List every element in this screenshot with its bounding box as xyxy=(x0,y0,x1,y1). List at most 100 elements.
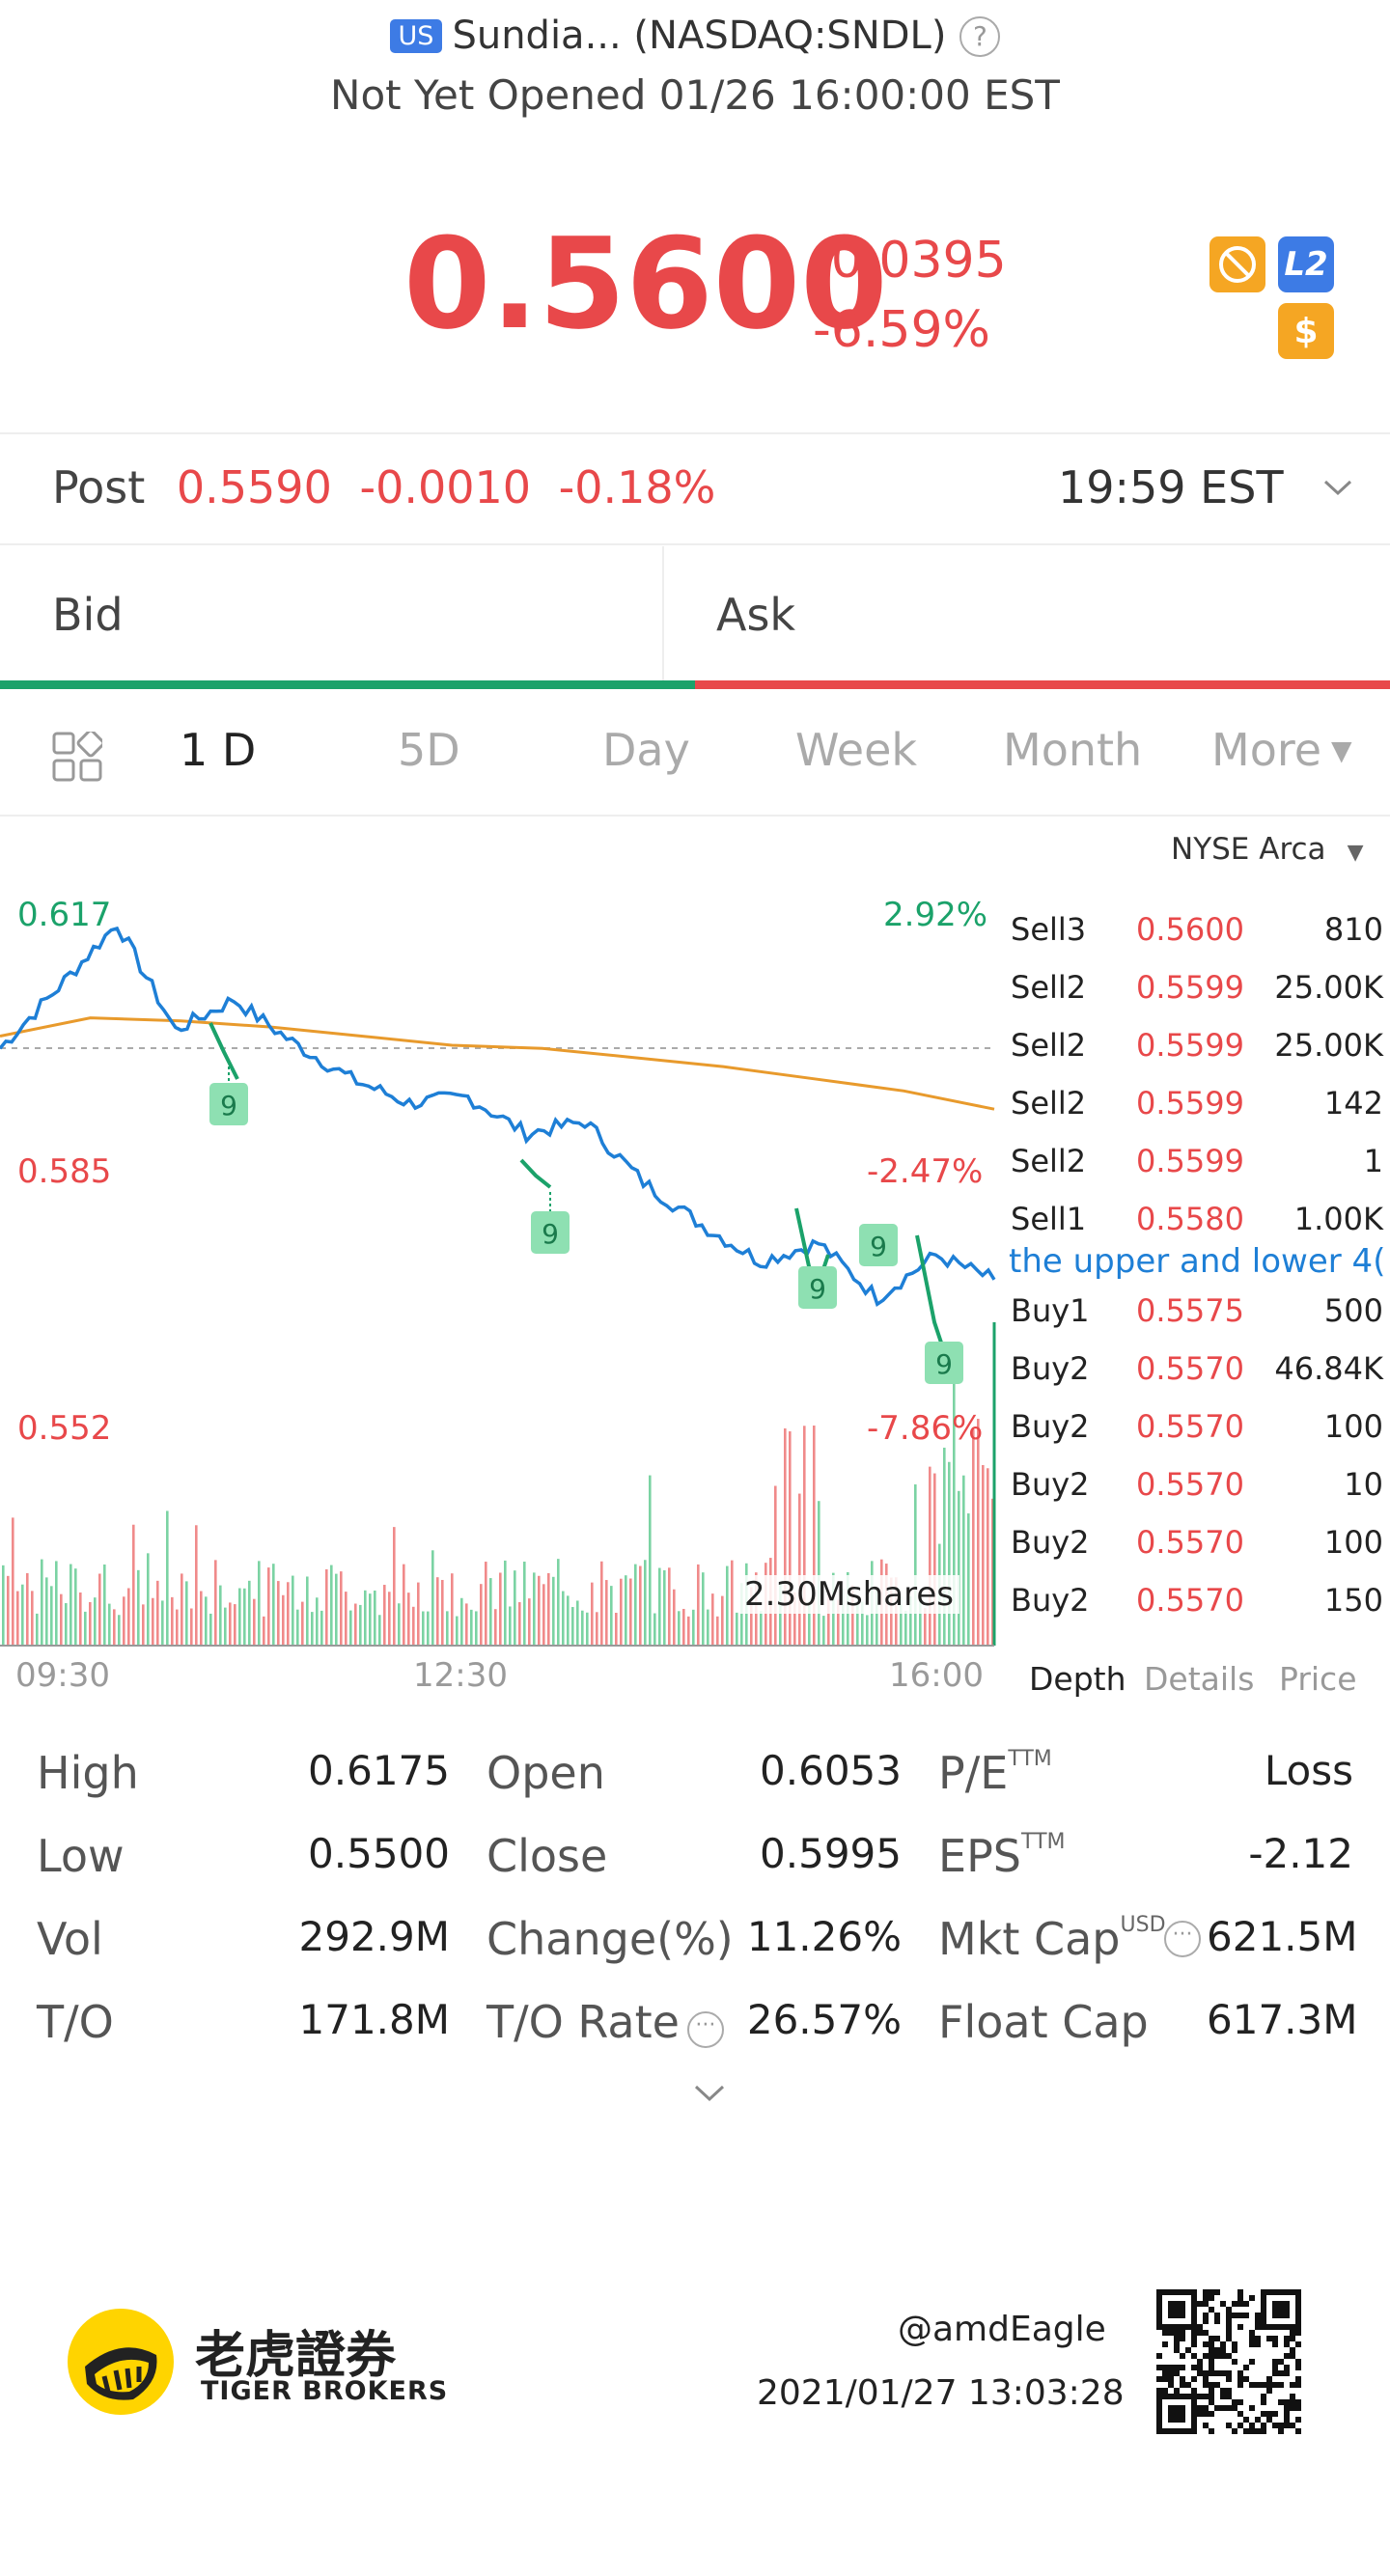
stat-sup: TTM xyxy=(1008,1747,1052,1771)
volume-bar xyxy=(653,1613,656,1646)
volume-bar xyxy=(962,1475,965,1646)
volume-bar xyxy=(634,1564,637,1646)
qr-module xyxy=(1255,2341,1261,2347)
signal-marker xyxy=(531,1211,570,1254)
qr-module xyxy=(1220,2405,1226,2411)
qr-module xyxy=(1261,2394,1266,2399)
volume-bar xyxy=(576,1600,579,1646)
volume-bar xyxy=(209,1613,212,1646)
dollar-icon[interactable]: $ xyxy=(1278,303,1334,359)
qr-module xyxy=(1209,2341,1214,2347)
volume-bar xyxy=(325,1568,328,1646)
qr-module xyxy=(1174,2365,1180,2370)
more-icon[interactable]: ··· xyxy=(1164,1921,1201,1957)
qr-module xyxy=(1261,2382,1266,2388)
qr-module xyxy=(1209,2347,1214,2353)
volume-bar xyxy=(108,1603,111,1646)
screenshot-timestamp: 2021/01/27 13:03:28 xyxy=(757,2373,1125,2413)
bid-row: Buy2 0.5570 100 xyxy=(1011,1408,1387,1466)
tab-5d[interactable]: 5D xyxy=(398,724,460,776)
qr-module xyxy=(1249,2359,1255,2365)
qr-module xyxy=(1214,2313,1220,2318)
volume-bar xyxy=(827,1589,830,1646)
qr-module xyxy=(1272,2370,1278,2376)
qr-module xyxy=(1203,2341,1209,2347)
volume-bar xyxy=(943,1447,946,1646)
tab-depth[interactable]: Depth xyxy=(1029,1660,1126,1698)
qr-module xyxy=(1191,2330,1197,2336)
qr-module xyxy=(1284,2417,1290,2423)
volume-bar xyxy=(94,1597,97,1646)
volume-bar xyxy=(596,1612,598,1646)
tab-week[interactable]: Week xyxy=(795,724,918,776)
volume-bar xyxy=(557,1559,560,1646)
volume-bar xyxy=(301,1601,304,1646)
tab-day[interactable]: Day xyxy=(602,724,690,776)
qr-module xyxy=(1203,2318,1209,2324)
book-side: Buy2 xyxy=(1011,1466,1090,1503)
qr-code-icon xyxy=(1156,2289,1301,2434)
volume-bar xyxy=(161,1600,164,1646)
more-icon[interactable]: ··· xyxy=(686,2011,724,2048)
no-shorting-icon[interactable] xyxy=(1209,236,1265,292)
qr-module xyxy=(1237,2301,1243,2307)
grid-icon[interactable] xyxy=(52,732,102,782)
volume-bar xyxy=(948,1461,951,1646)
volume-bar xyxy=(118,1615,121,1646)
volume-bar xyxy=(65,1603,68,1646)
volume-bar xyxy=(214,1560,217,1646)
stat-label: T/O Rate xyxy=(486,1996,680,2048)
volume-bar xyxy=(736,1612,738,1646)
ask-label[interactable]: Ask xyxy=(716,589,796,641)
stock-title[interactable]: US Sundia... (NASDAQ:SNDL)? xyxy=(0,14,1390,58)
y-low-label: 0.552 xyxy=(17,1409,112,1448)
qr-module xyxy=(1272,2423,1278,2428)
post-time-selector[interactable]: 19:59 EST xyxy=(1058,461,1353,513)
book-qty: 500 xyxy=(1323,1292,1383,1329)
question-icon[interactable]: ? xyxy=(959,16,1001,57)
volume-bar xyxy=(26,1572,29,1646)
qr-module xyxy=(1243,2313,1249,2318)
intraday-chart[interactable]: 9 9 9 9 9 xyxy=(0,869,1004,1660)
qr-module xyxy=(1243,2365,1249,2370)
qr-module xyxy=(1226,2376,1232,2382)
qr-module xyxy=(1226,2307,1232,2313)
volume-bar xyxy=(21,1584,24,1646)
expand-chevron-icon[interactable] xyxy=(693,2083,726,2104)
qr-module xyxy=(1237,2289,1243,2295)
stat-label-to-rate[interactable]: T/O Rate ··· xyxy=(486,1996,724,2048)
volume-bar xyxy=(485,1562,487,1646)
qr-module xyxy=(1284,2423,1290,2428)
volume-bar xyxy=(74,1568,77,1646)
volume-bar xyxy=(388,1592,391,1646)
qr-module xyxy=(1203,2301,1209,2307)
divider xyxy=(662,546,664,681)
divider xyxy=(0,815,1390,817)
qr-module xyxy=(1197,2411,1203,2417)
tab-1d[interactable]: 1 D xyxy=(180,724,257,776)
volume-bar xyxy=(538,1575,541,1646)
stat-label: Change(%) xyxy=(486,1913,734,1965)
qr-module xyxy=(1232,2428,1237,2434)
bid-label[interactable]: Bid xyxy=(52,589,124,641)
exchange-selector[interactable]: NYSE Arca ▼ xyxy=(1171,832,1363,867)
tab-price[interactable]: Price xyxy=(1279,1660,1357,1698)
volume-bar xyxy=(808,1601,811,1646)
volume-bar xyxy=(55,1561,58,1646)
volume-bar xyxy=(422,1611,425,1646)
volume-bar xyxy=(489,1578,492,1646)
qr-module xyxy=(1214,2353,1220,2359)
tab-month[interactable]: Month xyxy=(1003,724,1143,776)
tab-more[interactable]: More ▼ xyxy=(1211,724,1352,776)
tab-details[interactable]: Details xyxy=(1144,1660,1255,1698)
qr-module xyxy=(1226,2370,1232,2376)
volume-bar xyxy=(374,1590,376,1646)
volume-bar xyxy=(991,1498,994,1646)
qr-module xyxy=(1249,2330,1255,2336)
qr-module xyxy=(1272,2382,1278,2388)
qr-module xyxy=(1214,2347,1220,2353)
qr-module xyxy=(1174,2336,1180,2341)
level2-icon[interactable]: L2 xyxy=(1278,236,1334,292)
book-qty: 1.00K xyxy=(1293,1201,1383,1237)
qr-module xyxy=(1203,2405,1209,2411)
